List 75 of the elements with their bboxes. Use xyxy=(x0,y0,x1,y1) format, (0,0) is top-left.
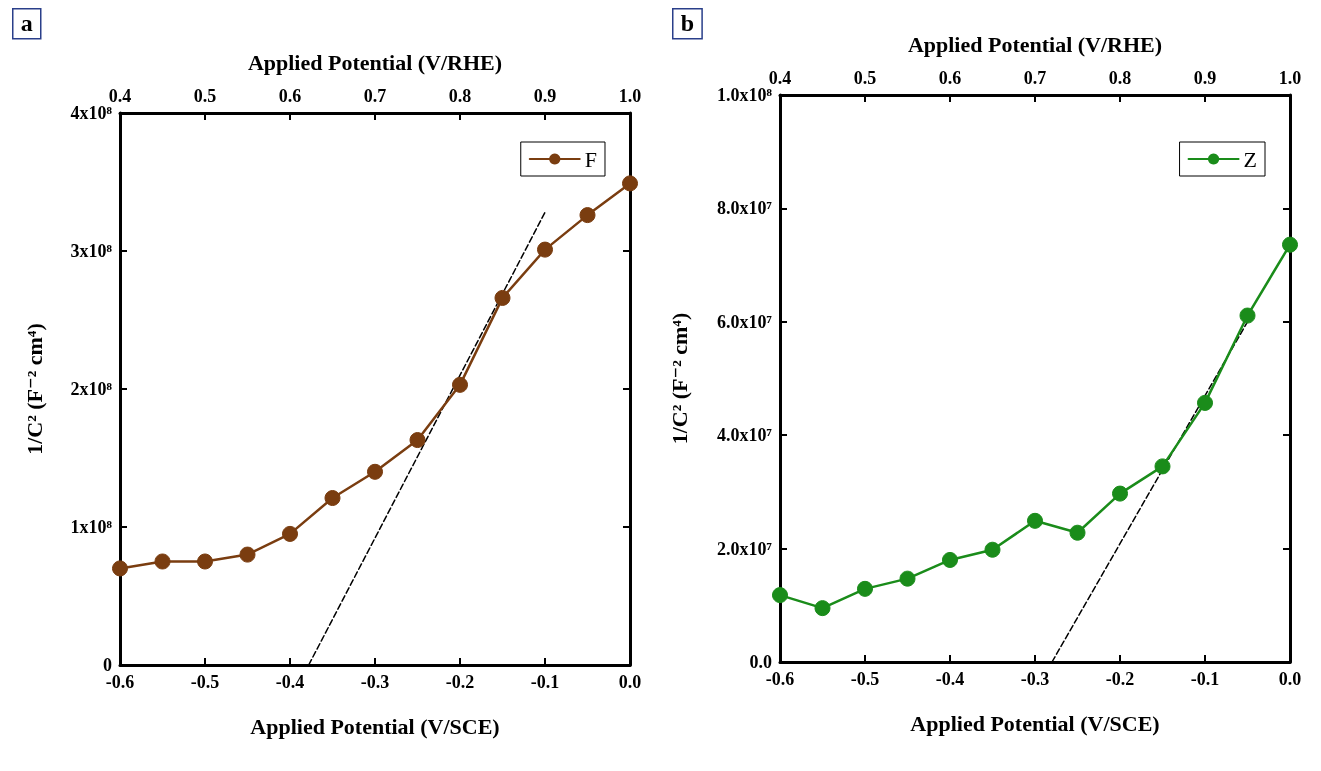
x-tick-label: -0.2 xyxy=(1105,669,1135,689)
x2-tick-label: 0.8 xyxy=(448,86,472,106)
point xyxy=(154,553,171,570)
point xyxy=(814,600,831,617)
point xyxy=(942,551,958,568)
x-tick-label: -0.1 xyxy=(1190,669,1220,689)
legend-label: F xyxy=(584,146,598,172)
x-tick-label: -0.1 xyxy=(530,672,560,692)
x2-tick-label: 1.0 xyxy=(618,86,642,106)
point xyxy=(1282,236,1298,253)
point xyxy=(857,580,873,597)
y-tick-label: 0.0 xyxy=(749,652,772,672)
x-tick-label: -0.2 xyxy=(445,672,475,692)
point xyxy=(579,207,596,224)
x2-tick-label: 0.4 xyxy=(108,86,132,106)
x2-tick-label: 0.4 xyxy=(768,68,792,88)
x2-tick-label: 0.9 xyxy=(1193,68,1217,88)
x2-tick-label: 0.5 xyxy=(193,86,217,106)
point xyxy=(772,587,788,604)
point xyxy=(899,570,916,587)
x2-tick-label: 0.7 xyxy=(1023,68,1047,88)
y-tick-label: 1.0x10⁸ xyxy=(717,85,773,105)
x-tick-label: 0.0 xyxy=(618,672,642,692)
x-tick-label: -0.3 xyxy=(360,672,390,692)
x2-tick-label: 0.6 xyxy=(278,86,302,106)
point xyxy=(112,560,128,577)
x2-tick-label: 0.9 xyxy=(533,86,557,106)
x2-tick-label: 0.8 xyxy=(1108,68,1132,88)
text: a xyxy=(20,9,33,36)
point xyxy=(282,525,298,542)
y-tick-label: 8.0x10⁷ xyxy=(717,198,773,219)
y-tick-label: 2.0x10⁷ xyxy=(717,538,773,559)
x-tick-label: -0.5 xyxy=(190,672,220,692)
y-tick-label: 1x10⁸ xyxy=(70,517,113,537)
point xyxy=(494,289,511,306)
x-axis-title: Applied Potential (V/SCE) xyxy=(250,713,500,739)
y-tick-label: 3x10⁸ xyxy=(70,241,113,261)
point xyxy=(452,376,468,393)
y-tick-label: 0 xyxy=(103,655,112,675)
y-axis-title: 1/C² (F⁻² cm⁴) xyxy=(21,323,47,455)
point xyxy=(1027,512,1043,529)
point xyxy=(984,541,1001,558)
y-axis-title: 1/C² (F⁻² cm⁴) xyxy=(666,312,692,445)
point xyxy=(197,553,213,570)
x-tick-label: -0.4 xyxy=(275,672,305,692)
x-tick-label: -0.4 xyxy=(935,669,965,689)
point xyxy=(324,490,341,507)
x2-tick-label: 0.5 xyxy=(853,68,877,88)
point xyxy=(239,546,256,563)
point xyxy=(1239,307,1256,324)
x-tick-label: -0.6 xyxy=(765,669,795,689)
y-tick-label: 2x10⁸ xyxy=(70,379,113,399)
y-tick-label: 4x10⁸ xyxy=(70,103,113,123)
x-tick-label: -0.3 xyxy=(1020,669,1050,689)
point xyxy=(622,175,638,192)
x2-tick-label: 0.6 xyxy=(938,68,962,88)
point xyxy=(1154,458,1171,475)
x-axis-title: Applied Potential (V/SCE) xyxy=(910,710,1160,736)
x2-axis-title: Applied Potential (V/RHE) xyxy=(247,49,503,75)
text: b xyxy=(680,9,695,36)
x-tick-label: -0.6 xyxy=(105,672,135,692)
point xyxy=(1069,524,1086,541)
point xyxy=(1197,394,1213,411)
x2-axis-title: Applied Potential (V/RHE) xyxy=(907,31,1163,57)
x2-tick-label: 1.0 xyxy=(1278,68,1302,88)
x-tick-label: 0.0 xyxy=(1278,669,1302,689)
y-tick-label: 6.0x10⁷ xyxy=(717,311,773,332)
point xyxy=(1112,485,1128,502)
x2-tick-label: 0.7 xyxy=(363,86,387,106)
point xyxy=(367,463,383,480)
point xyxy=(537,241,553,258)
x-tick-label: -0.5 xyxy=(850,669,880,689)
y-tick-label: 4.0x10⁷ xyxy=(717,425,773,446)
legend-label: Z xyxy=(1243,146,1258,172)
point xyxy=(409,432,426,449)
